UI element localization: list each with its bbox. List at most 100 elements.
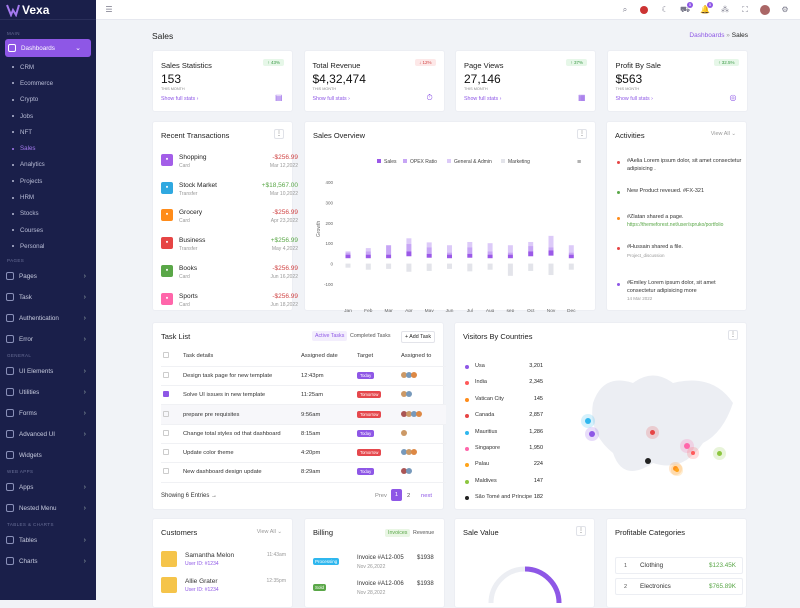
page-1-button[interactable]: 1 [391,489,402,501]
transaction-row[interactable]: ▪ Stock Market Transfer +$18,567.00 Mar 10,2… [161,180,298,200]
sidebar-item-pages[interactable]: Pages › [0,266,96,287]
sidebar-item-apps[interactable]: Apps › [0,477,96,498]
row-checkbox[interactable] [163,371,169,378]
flag-icon[interactable] [640,6,648,14]
table-row[interactable]: New dashboard design update 8:29am Today [161,462,446,483]
category-row[interactable]: 2 Electronics $765.89K [615,578,743,595]
sidebar-sub-analytics[interactable]: Analytics [0,157,96,173]
show-stats-link[interactable]: Show full stats › [464,96,502,102]
transaction-type: Card [179,273,190,280]
customer-row[interactable]: Allie Grater User ID: #1234 12:35pm [161,577,286,599]
page-2-button[interactable]: 2 [407,493,411,499]
view-all-link[interactable]: View All ⌄ [256,529,282,535]
bar-opex-ratio [507,252,513,255]
sidebar-item-charts[interactable]: Charts › [0,551,96,572]
table-row[interactable]: Change total styles od that dashboard 8:1… [161,424,446,444]
chart-menu-icon[interactable]: ≡ [577,159,581,166]
row-checkbox[interactable] [163,468,169,475]
sidebar-sub-jobs[interactable]: Jobs [0,108,96,124]
sidebar-item-nested-menu[interactable]: Nested Menu › [0,498,96,519]
show-stats-link[interactable]: Show full stats › [615,96,653,102]
row-checkbox[interactable] [163,449,169,456]
map-marker[interactable] [645,458,651,464]
more-icon[interactable]: ⋮ [728,330,738,340]
sidebar-sub-nft[interactable]: NFT [0,124,96,140]
category-row[interactable]: 1 Clothing $123.45K [615,557,743,574]
activity-link[interactable]: https://themeforest.net/user/spruko/port… [627,221,724,228]
transaction-row[interactable]: ▪ Shopping Card -$256.99 Mar 12,2022 [161,152,298,172]
sidebar-sub-crypto[interactable]: Crypto [0,92,96,108]
bell-icon[interactable]: 🔔 5 [700,2,713,14]
map-marker[interactable] [675,468,679,472]
more-icon[interactable]: ⋮ [576,526,586,536]
sidebar-item-advanced-ui[interactable]: Advanced UI › [0,424,96,445]
tab-revenue[interactable]: Revenue [413,530,435,536]
column-header: Target [355,347,399,367]
select-all-checkbox[interactable] [163,352,169,359]
table-row[interactable]: Design task page for new template 12:43pm… [161,366,446,387]
invoice-row[interactable]: Processing Invoice #A12-005 $1938 Nov 26,20… [313,555,438,575]
moon-icon[interactable]: ☾ [661,5,669,14]
sidebar-sub-courses[interactable]: Courses [0,222,96,238]
sidebar-sub-personal[interactable]: Personal [0,238,96,254]
transaction-row[interactable]: ▪ Grocery Card -$256.99 Apr 23,2022 [161,207,298,227]
transaction-row[interactable]: ▪ Books Card -$256.99 Jun 16,2022 [161,263,298,283]
sidebar-item-dashboards[interactable]: Dashboards ⌄ [5,39,91,57]
row-checkbox[interactable] [163,429,169,436]
transaction-amount: -$256.99 [272,209,298,217]
prev-button[interactable]: Prev [375,493,387,499]
more-icon[interactable]: ⋮ [274,129,284,139]
sidebar-sub-ecommerce[interactable]: Ecommerce [0,75,96,91]
sidebar-sub-hrm[interactable]: HRM [0,189,96,205]
section-main: MAIN [7,31,20,36]
next-button[interactable]: next [421,493,432,499]
map-marker[interactable] [585,418,591,424]
transaction-row[interactable]: ▪ Business Transfer +$256.99 May 4,2022 [161,235,298,255]
breadcrumb-link[interactable]: Dashboards [689,32,725,39]
cart-icon[interactable]: ⛟ 5 [680,2,693,14]
map-marker[interactable] [589,431,595,437]
transaction-row[interactable]: ▪ Sports Card -$256.99 Jun 18,2022 [161,291,298,311]
table-row[interactable]: Update color theme 4:20pm Tomorrow [161,443,446,464]
map-marker[interactable] [691,451,695,455]
sidebar-item-ui-elements[interactable]: UI Elements › [0,361,96,382]
map-marker[interactable] [684,443,690,449]
tab-invoices[interactable]: Invoices [385,529,411,537]
customer-row[interactable]: Samantha Melon User ID: #1234 11:43am [161,551,286,573]
sidebar-sub-crm[interactable]: CRM [0,59,96,75]
column-header: Task details [181,347,299,367]
brand[interactable]: Vexa [0,0,96,20]
map-marker[interactable] [650,430,655,435]
sidebar-item-utilities[interactable]: Utilities › [0,382,96,403]
gear-icon[interactable]: ⚙ [781,5,789,14]
table-row[interactable]: prepare pre requisites 9:56am Tomorrow [161,404,446,425]
sidebar-sub-stocks[interactable]: Stocks [0,206,96,222]
invoice-row[interactable]: Sold Invoice #A12-006 $1938 Nov 28,2022 [313,581,438,601]
sidebar-item-error[interactable]: Error › [0,329,96,350]
tab-active-tasks[interactable]: Active Tasks [312,331,348,341]
sidebar-sub-projects[interactable]: Projects [0,173,96,189]
row-checkbox[interactable] [163,410,169,417]
search-icon[interactable]: ⌕ [622,5,628,14]
view-all-link[interactable]: View All ⌄ [710,131,736,137]
more-icon[interactable]: ⋮ [577,129,587,139]
table-row[interactable]: Solve UI issues in new template 11:25am To… [161,385,446,406]
apps-icon[interactable]: ⁂ [721,5,729,14]
sidebar-item-tables[interactable]: Tables › [0,530,96,551]
sidebar-item-forms[interactable]: Forms › [0,403,96,424]
show-stats-link[interactable]: Show full stats › [312,96,350,102]
row-checkbox[interactable] [163,391,169,398]
sidebar-item-authentication[interactable]: Authentication › [0,308,96,329]
nav-label: Forms [19,409,37,417]
sidebar-sub-sales[interactable]: Sales [0,140,96,156]
sidebar-item-widgets[interactable]: Widgets [0,445,96,466]
avatar[interactable] [760,5,770,15]
sidebar-item-task[interactable]: Task › [0,287,96,308]
show-stats-link[interactable]: Show full stats › [161,96,199,102]
fullscreen-icon[interactable]: ⛶ [742,5,748,14]
add-task-button[interactable]: + Add Task [401,331,435,343]
menu-toggle-icon[interactable]: ☰ [105,5,113,14]
tab-completed-tasks[interactable]: Completed Tasks [350,333,391,339]
section-web: WEB APPS [7,468,34,474]
map-marker[interactable] [717,451,722,456]
